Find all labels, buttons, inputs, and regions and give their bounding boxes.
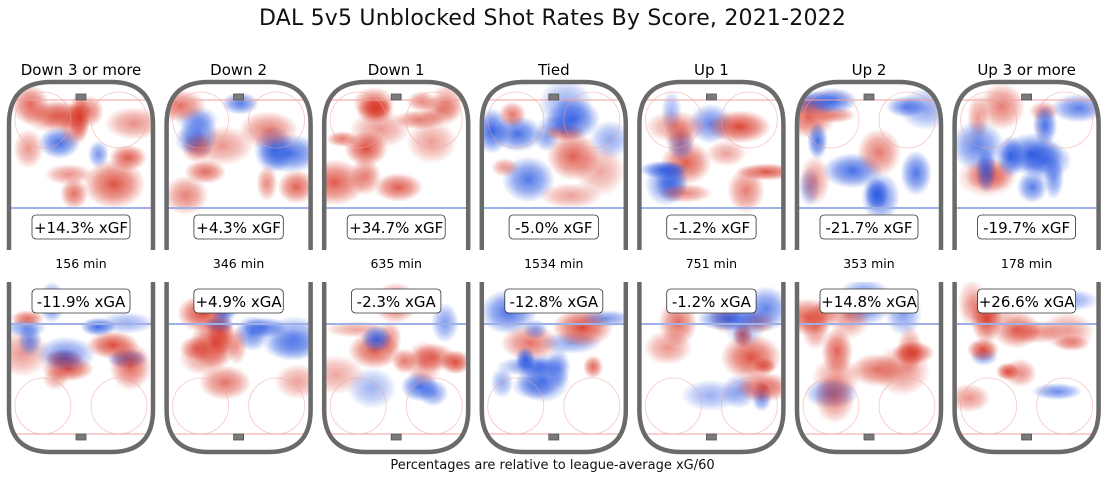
minutes-5: 353 min — [843, 256, 894, 271]
xgf-rink-2: +34.7% xGF — [321, 79, 471, 250]
xga-rink-5: +14.8% xGA — [794, 282, 944, 455]
xga-label-4: -1.2% xGA — [666, 288, 757, 314]
xga-goal-3 — [548, 433, 560, 441]
xgf-goal-4 — [706, 93, 717, 101]
xgf-goal-0 — [75, 93, 87, 101]
xgf-label-5: -21.7% xGF — [819, 214, 919, 240]
xgf-value-5: -21.7% xGF — [826, 219, 913, 237]
xgf-label-1: +4.3% xGF — [193, 214, 284, 240]
xgf-goal-1 — [233, 93, 245, 101]
xga-rink-border-6 — [952, 282, 1101, 455]
xgf-label-3: -5.0% xGF — [508, 214, 599, 240]
xga-rink-border-2 — [321, 282, 471, 455]
xga-goal-6 — [1021, 433, 1032, 441]
xga-rink-3: -12.8% xGA — [479, 282, 629, 455]
chart-caption: Percentages are relative to league-avera… — [390, 458, 715, 473]
xgf-rink-border-0 — [6, 79, 156, 250]
xga-rink-6: +26.6% xGA — [952, 282, 1101, 455]
xgf-goal-2 — [390, 93, 402, 101]
xgf-rink-border-2 — [321, 79, 471, 250]
xgf-goal-5 — [863, 93, 875, 101]
xgf-rink-border-5 — [794, 79, 944, 250]
xga-label-0: -11.9% xGA — [31, 288, 131, 314]
panel-title-0: Down 3 or more — [21, 61, 142, 79]
xga-rink-1: +4.9% xGA — [164, 282, 313, 455]
panel-title-3: Tied — [537, 61, 570, 79]
xgf-rink-border-3 — [479, 79, 629, 250]
xga-value-5: +14.8% xGA — [821, 293, 917, 311]
xgf-value-4: -1.2% xGF — [673, 219, 750, 237]
xga-label-5: +14.8% xGA — [819, 288, 919, 314]
xgf-label-4: -1.2% xGF — [666, 214, 757, 240]
minutes-0: 156 min — [55, 256, 106, 271]
minutes-4: 751 min — [686, 256, 737, 271]
xga-label-3: -12.8% xGA — [504, 288, 604, 314]
xgf-rink-border-6 — [952, 79, 1101, 250]
xga-rink-2: -2.3% xGA — [321, 282, 471, 455]
xga-value-2: -2.3% xGA — [357, 293, 437, 311]
xga-goal-0 — [75, 433, 87, 441]
xgf-rink-6: -19.7% xGF — [952, 79, 1101, 250]
xga-goal-4 — [706, 433, 717, 441]
xgf-rink-border-4 — [637, 79, 786, 250]
xgf-rink-3: -5.0% xGF — [479, 79, 629, 250]
xga-value-1: +4.9% xGA — [195, 293, 282, 311]
xga-value-6: +26.6% xGA — [979, 293, 1075, 311]
xgf-rink-1: +4.3% xGF — [164, 79, 313, 250]
minutes-1: 346 min — [213, 256, 264, 271]
xga-value-4: -1.2% xGA — [672, 293, 752, 311]
xga-rink-0: -11.9% xGA — [6, 282, 156, 455]
xgf-rink-border-1 — [164, 79, 313, 250]
minutes-2: 635 min — [370, 256, 421, 271]
minutes-6: 178 min — [1001, 256, 1052, 271]
xgf-heatmap-4 — [639, 82, 784, 250]
xgf-goal-3 — [548, 93, 560, 101]
xgf-heatmap-0 — [9, 82, 153, 250]
xga-rink-4: -1.2% xGA — [637, 282, 786, 455]
panel-title-2: Down 1 — [368, 61, 425, 79]
xgf-heatmap-3 — [481, 82, 626, 250]
xgf-value-6: -19.7% xGF — [983, 219, 1070, 237]
xga-label-6: +26.6% xGA — [977, 288, 1076, 314]
chart-title: DAL 5v5 Unblocked Shot Rates By Score, 2… — [258, 6, 847, 31]
xga-label-1: +4.9% xGA — [193, 288, 284, 314]
xga-goal-2 — [390, 433, 402, 441]
panel-title-4: Up 1 — [694, 61, 729, 79]
panel-title-6: Up 3 or more — [977, 61, 1076, 79]
panel-title-1: Down 2 — [210, 61, 267, 79]
xgf-value-2: +34.7% xGF — [349, 219, 443, 237]
xgf-rink-4: -1.2% xGF — [637, 79, 786, 250]
xgf-value-3: -5.0% xGF — [515, 219, 592, 237]
xgf-rink-0: +14.3% xGF — [6, 79, 156, 250]
xga-value-3: -12.8% xGA — [510, 293, 599, 311]
panel-title-5: Up 2 — [852, 61, 887, 79]
xgf-label-0: +14.3% xGF — [31, 214, 131, 240]
xga-goal-1 — [233, 433, 245, 441]
xga-rink-border-5 — [794, 282, 944, 455]
xgf-label-6: -19.7% xGF — [977, 214, 1076, 240]
xga-rink-border-0 — [6, 282, 156, 455]
xga-rink-border-1 — [164, 282, 313, 455]
xgf-heatmap-1 — [166, 82, 311, 250]
xga-label-2: -2.3% xGA — [351, 288, 442, 314]
xga-goal-5 — [863, 433, 875, 441]
xgf-label-2: +34.7% xGF — [346, 214, 446, 240]
xgf-rink-5: -21.7% xGF — [794, 79, 944, 250]
xgf-value-0: +14.3% xGF — [34, 219, 128, 237]
xgf-value-1: +4.3% xGF — [196, 219, 281, 237]
xga-value-0: -11.9% xGA — [37, 293, 126, 311]
xga-rink-border-4 — [637, 282, 786, 455]
minutes-3: 1534 min — [524, 256, 583, 271]
xga-rink-border-3 — [479, 282, 629, 455]
xgf-goal-6 — [1021, 93, 1032, 101]
